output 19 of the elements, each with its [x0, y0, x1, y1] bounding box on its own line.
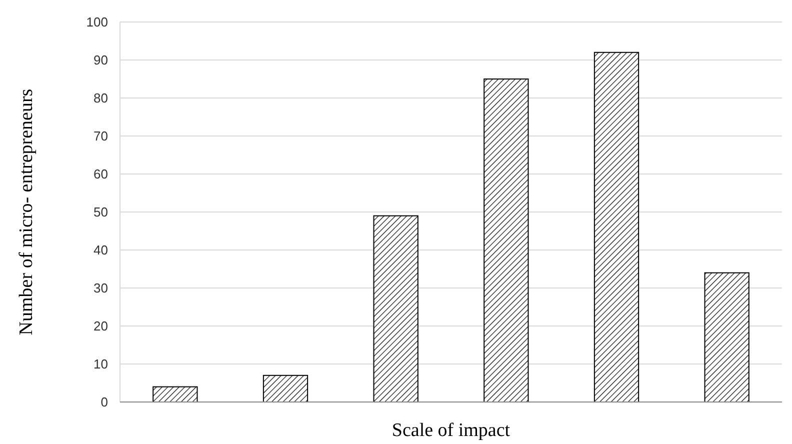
y-tick-label: 100 [86, 14, 108, 30]
y-tick-label: 0 [100, 394, 108, 410]
y-tick-label: 20 [94, 318, 108, 334]
y-tick-label: 60 [94, 166, 108, 182]
y-axis-title: Number of micro- entrepreneurs [16, 88, 37, 336]
x-axis-title: Scale of impact [392, 420, 511, 441]
bar [594, 52, 640, 402]
y-tick-label: 30 [94, 280, 108, 296]
y-tick-label: 50 [94, 204, 108, 220]
bar [484, 78, 529, 402]
bar [704, 272, 750, 402]
y-tick-label: 40 [94, 242, 108, 258]
bar [262, 374, 308, 402]
bar [373, 215, 418, 402]
y-tick-label: 80 [94, 90, 108, 106]
y-tick-label: 10 [94, 356, 108, 372]
bar [152, 386, 198, 402]
y-tick-label: 70 [94, 128, 108, 144]
y-tick-label: 90 [94, 52, 108, 68]
